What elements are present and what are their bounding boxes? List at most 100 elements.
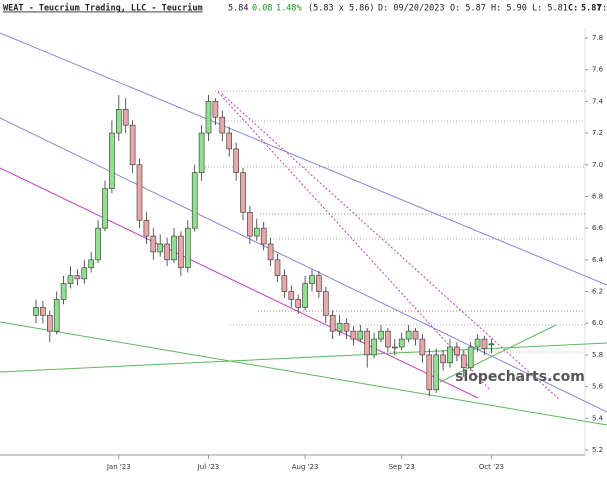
candle-body [247, 212, 253, 237]
candle-body [53, 299, 60, 332]
candle-body [378, 330, 384, 340]
candle-body [398, 338, 405, 348]
y-tick-label: 7.2 [592, 129, 603, 137]
candle-body [447, 346, 453, 364]
quote-close: 5.87 [581, 4, 601, 14]
trendline [439, 324, 557, 383]
candle-body [81, 267, 88, 280]
candle-body [426, 354, 433, 391]
candle-body [474, 338, 481, 348]
candle-body [226, 132, 232, 150]
candle-body [309, 275, 315, 284]
candle-body [371, 338, 377, 356]
candle-body [88, 259, 94, 269]
candle-body [412, 330, 419, 340]
candle-body [109, 132, 115, 189]
candle-body [198, 132, 205, 173]
candle-body [178, 235, 184, 269]
y-tick-label: 6.2 [592, 288, 603, 296]
candle-body [440, 354, 446, 364]
candle-body [74, 275, 81, 280]
quote-date: D: 09/20/2023 [378, 4, 445, 14]
candle-body [157, 243, 163, 253]
candle-body [143, 219, 150, 237]
quote-more: Y: [597, 4, 607, 14]
header: WEAT - Teucrium Trading, LLC - Teucrium … [3, 3, 607, 14]
trendline [217, 91, 491, 391]
candle-body [33, 307, 39, 316]
candles [33, 95, 495, 397]
y-tick-label: 5.2 [592, 446, 603, 454]
candle-body [267, 243, 274, 261]
candle-body [357, 330, 364, 340]
candle-body [191, 172, 198, 229]
trendlines [0, 32, 607, 426]
candle-body [171, 235, 177, 261]
x-tick-label: Jan '23 [106, 463, 131, 471]
y-tick-label: 7.0 [592, 161, 603, 169]
candle-body [67, 275, 74, 284]
candle-body [281, 275, 288, 292]
candle-body [185, 227, 191, 269]
candle-body [260, 227, 267, 245]
trendline [0, 321, 607, 426]
trendline [0, 32, 607, 286]
candle-body [343, 322, 350, 332]
candle-body [150, 235, 157, 253]
candle-body [102, 188, 108, 229]
trendline [0, 342, 607, 373]
quote-low: L: 5.81 [532, 4, 568, 14]
y-tick-label: 7.6 [592, 66, 604, 74]
symbol-title: WEAT - Teucrium Trading, LLC - Teucrium [3, 3, 203, 14]
candle-body [350, 330, 357, 340]
candle-body [405, 330, 412, 340]
candle-body [481, 338, 488, 349]
candle-body [419, 338, 426, 356]
y-tick-label: 6.8 [592, 192, 603, 200]
y-tick-label: 5.8 [592, 351, 603, 359]
candle-body [233, 148, 239, 173]
candle-body [467, 346, 474, 368]
candle-body [336, 322, 343, 332]
y-tick-label: 7.8 [592, 34, 603, 42]
candle-body [205, 101, 212, 134]
candle-body [488, 343, 495, 346]
candle-body [95, 227, 101, 261]
x-tick-label: Oct '23 [479, 463, 504, 471]
candle-body [329, 315, 336, 332]
quote-bid-ask: (5.83 x 5.86) [308, 4, 375, 14]
candle-body [364, 330, 371, 356]
y-tick-label: 5.6 [592, 383, 604, 391]
candle-body [240, 172, 246, 213]
candle-body [212, 101, 219, 118]
candle-body [391, 346, 398, 349]
y-tick-label: 6.4 [592, 256, 604, 264]
candle-body [254, 227, 260, 237]
candle-body [136, 164, 143, 221]
horizontal-levels [205, 90, 585, 353]
y-tick-label: 5.4 [592, 414, 604, 422]
quote-open: O: 5.87 [450, 4, 486, 14]
candle-body [129, 124, 136, 166]
candle-body [322, 291, 329, 316]
x-tick-label: Sep '23 [389, 463, 415, 471]
candle-body [288, 291, 295, 300]
candle-body [302, 283, 308, 308]
candle-body [40, 307, 46, 316]
watermark: slopecharts.com [455, 369, 585, 385]
y-tick-label: 6.0 [592, 319, 603, 327]
candle-body [316, 275, 322, 292]
candle-body [116, 109, 122, 134]
candle-body [385, 330, 391, 348]
trendline [0, 167, 479, 399]
quote-close-label: C: [568, 4, 578, 14]
trendline [0, 117, 607, 413]
candle-body [164, 243, 170, 261]
candle-body [460, 354, 467, 368]
candle-body [433, 354, 440, 391]
quote-change: 0.08 [252, 4, 272, 14]
x-tick-label: Jul '23 [197, 463, 220, 471]
y-tick-label: 6.6 [592, 224, 604, 232]
